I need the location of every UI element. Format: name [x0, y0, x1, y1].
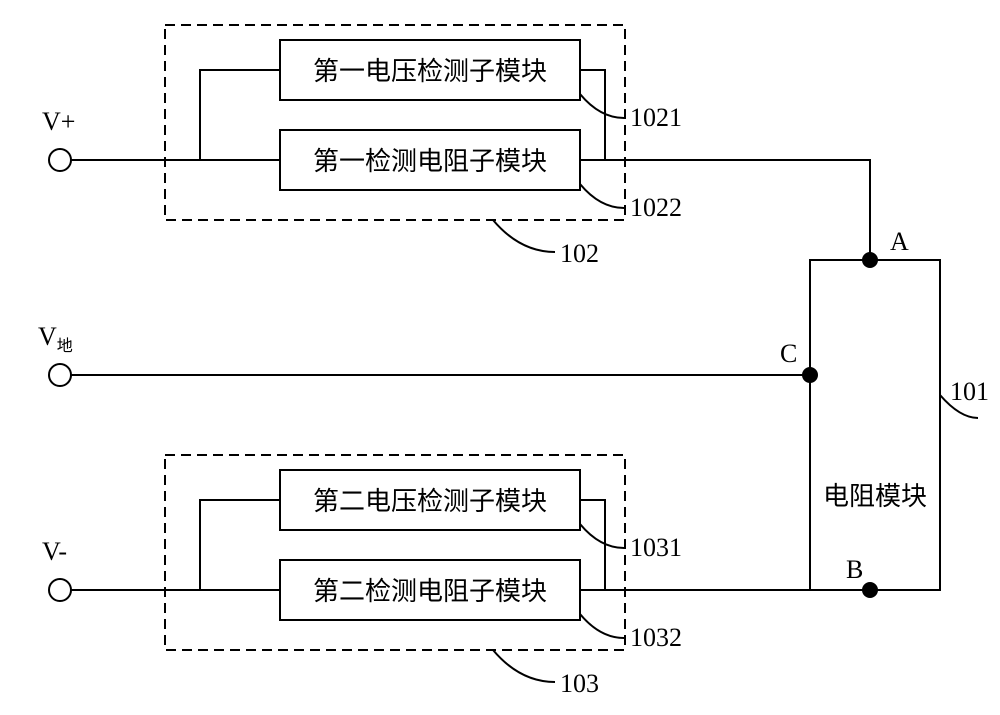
terminal-v-plus: [49, 149, 71, 171]
ref-1031: 1031: [630, 533, 682, 562]
terminal-v-ground-label: V地: [38, 322, 73, 355]
terminal-v-minus: [49, 579, 71, 601]
block-1032-label: 第二检测电阻子模块: [313, 577, 547, 606]
node-a-label: A: [890, 227, 909, 256]
block-1031-label: 第二电压检测子模块: [313, 487, 547, 516]
ref-102: 102: [560, 239, 599, 268]
ref-1032: 1032: [630, 623, 682, 652]
node-c: [802, 367, 818, 383]
ref-101: 101: [950, 377, 989, 406]
terminal-v-plus-label: V+: [42, 107, 75, 136]
block-101: [810, 260, 940, 590]
block-1021-label: 第一电压检测子模块: [313, 57, 547, 86]
ref-1022: 1022: [630, 193, 682, 222]
node-b-label: B: [846, 555, 863, 584]
node-b: [862, 582, 878, 598]
terminal-v-minus-label: V-: [42, 537, 67, 566]
ref-1021: 1021: [630, 103, 682, 132]
terminal-v-ground: [49, 364, 71, 386]
block-101-label: 电阻模块: [823, 482, 927, 511]
node-c-label: C: [780, 339, 797, 368]
ref-103: 103: [560, 669, 599, 698]
block-1022-label: 第一检测电阻子模块: [313, 147, 547, 176]
node-a: [862, 252, 878, 268]
